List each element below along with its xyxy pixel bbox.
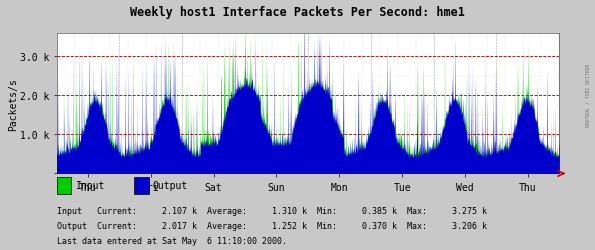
Text: RRDTOOL / TOBI OETIKER: RRDTOOL / TOBI OETIKER	[586, 64, 591, 126]
Text: Output  Current:     2.017 k  Average:     1.252 k  Min:     0.370 k  Max:     3: Output Current: 2.017 k Average: 1.252 k…	[57, 221, 487, 230]
Text: Input: Input	[76, 181, 105, 191]
Text: Last data entered at Sat May  6 11:10:00 2000.: Last data entered at Sat May 6 11:10:00 …	[57, 236, 287, 245]
Text: Input   Current:     2.107 k  Average:     1.310 k  Min:     0.385 k  Max:     3: Input Current: 2.107 k Average: 1.310 k …	[57, 206, 487, 215]
Text: Weekly host1 Interface Packets Per Second: hme1: Weekly host1 Interface Packets Per Secon…	[130, 6, 465, 19]
Text: Output: Output	[153, 181, 188, 191]
Y-axis label: Packets/s: Packets/s	[8, 78, 18, 130]
